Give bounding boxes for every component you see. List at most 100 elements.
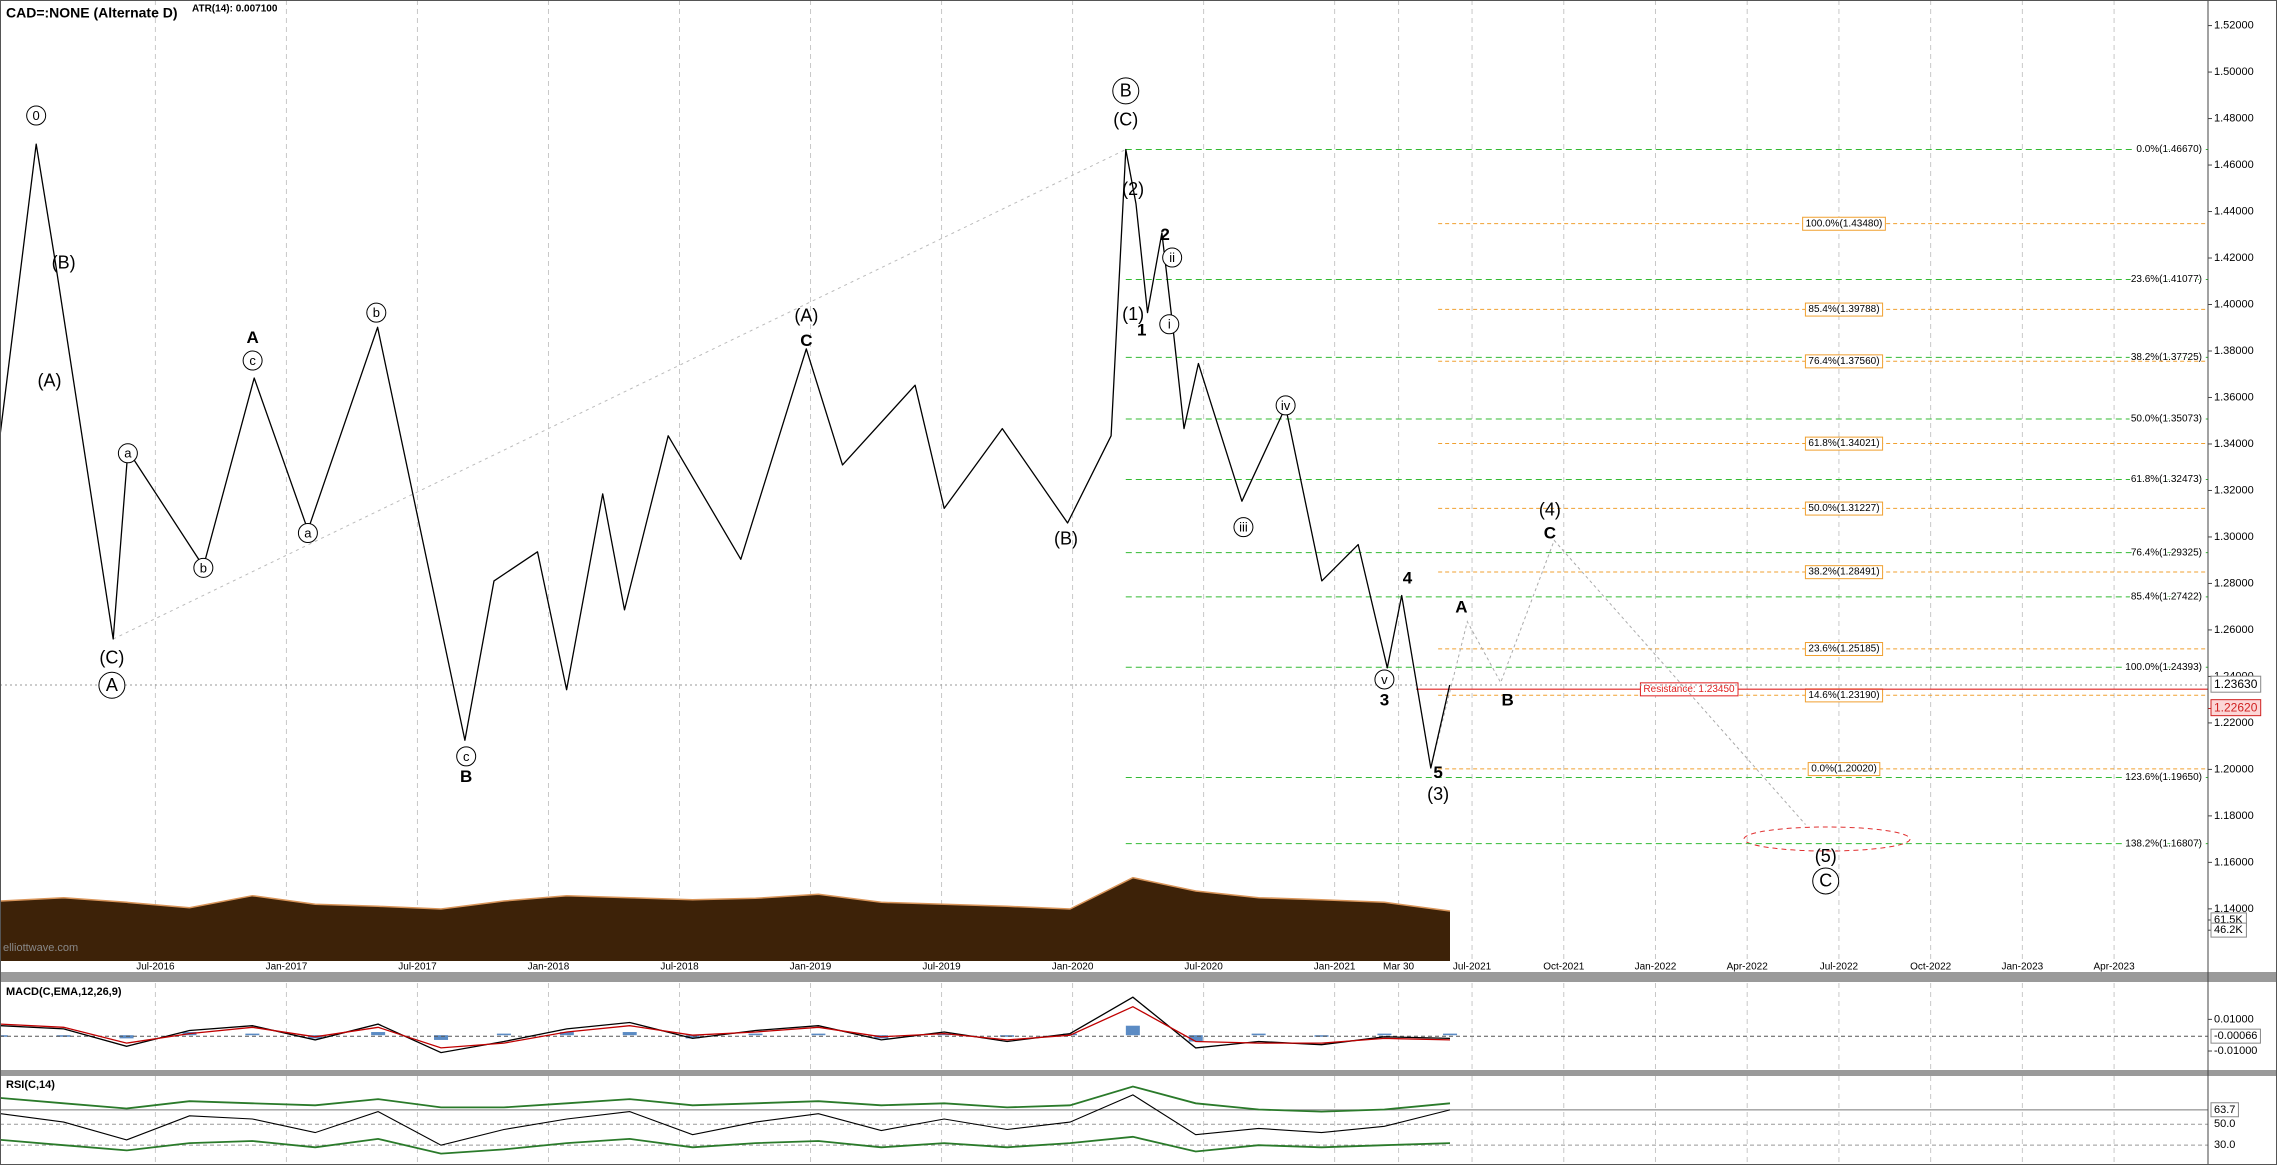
rsi-last-label: 63.7 (2214, 1104, 2235, 1116)
y-tick-label: 1.20000 (2214, 763, 2254, 775)
volume-tick-label: 46.2K (2214, 924, 2243, 936)
y-tick-label: 1.50000 (2214, 66, 2254, 78)
wave-circle (242, 350, 263, 371)
trendline (112, 149, 1127, 640)
target-zone (1743, 826, 1911, 852)
wave-label: b (200, 560, 207, 575)
fib-label: 100.0%(1.24393) (2125, 662, 2202, 673)
wave-circle (1162, 247, 1183, 268)
histogram-bar (1000, 1035, 1015, 1037)
wave-label: b (373, 305, 380, 320)
wave-circle (117, 443, 138, 464)
macd-last-label: -0.00066 (2214, 1030, 2257, 1042)
histogram-bar (245, 1033, 260, 1036)
rsi-last-label-box (2210, 1102, 2239, 1118)
chart-title: CAD=:NONE (Alternate D) (6, 5, 178, 21)
x-tick-label: Jan-2023 (2002, 962, 2044, 973)
x-tick-label: Jul-2020 (1184, 962, 1223, 973)
y-tick-label: 1.32000 (2214, 484, 2254, 496)
wave-circle (1159, 314, 1180, 335)
price-line (0, 143, 1451, 769)
wave-label: (B) (1054, 529, 1078, 549)
wave-label: 3 (1380, 690, 1389, 709)
y-tick-label: 1.44000 (2214, 205, 2254, 217)
y-tick-label: 1.52000 (2214, 19, 2254, 31)
price-marker-label-box (2210, 699, 2262, 717)
wave-label: 1 (1137, 321, 1146, 340)
y-tick-label: 0.01000 (2214, 1013, 2254, 1025)
x-tick-label: Apr-2022 (1727, 962, 1769, 973)
x-tick-label: Oct-2021 (1543, 962, 1585, 973)
y-tick-label: 1.16000 (2214, 856, 2254, 868)
fib-label: 85.4%(1.27422) (2131, 592, 2202, 603)
fib-label-box (1804, 436, 1884, 451)
histogram-bar (1314, 1035, 1329, 1037)
wave-label: (2) (1122, 179, 1144, 199)
wave-circle (193, 557, 214, 578)
histogram-bar (559, 1032, 574, 1036)
wave-circle (366, 302, 387, 323)
x-tick-label: Jan-2021 (1314, 962, 1356, 973)
histogram-bar (811, 1033, 826, 1036)
wave-label: c (249, 353, 256, 368)
x-tick-label: Jul-2019 (922, 962, 961, 973)
wave-circle (297, 522, 318, 543)
wave-label: C (1819, 871, 1832, 891)
histogram-bar (119, 1035, 134, 1039)
y-tick-label: 50.0 (2214, 1118, 2235, 1130)
watermark: elliottwave.com (3, 942, 78, 954)
panel-separator (0, 972, 2277, 982)
histogram-bar (622, 1032, 637, 1036)
wave-label: (3) (1427, 784, 1449, 804)
fib-label: 23.6%(1.41077) (2131, 274, 2202, 285)
rsi-line (0, 1094, 1451, 1146)
wave-label: 5 (1433, 763, 1442, 782)
histogram-bar (937, 1033, 952, 1036)
y-tick-label: 1.40000 (2214, 298, 2254, 310)
fib-label-box (1804, 501, 1884, 516)
wave-circle (98, 671, 126, 699)
x-tick-label: Jul-2022 (1820, 962, 1859, 973)
y-tick-label: 1.28000 (2214, 577, 2254, 589)
wave-label: (A) (794, 305, 818, 325)
histogram-bar (1377, 1033, 1392, 1036)
fib-label: 50.0%(1.31227) (1808, 503, 1879, 514)
fib-label-box (1802, 216, 1886, 231)
last-price-label: 1.23630 (2214, 677, 2258, 691)
wave-label: C (1544, 523, 1556, 542)
macd-line (0, 996, 1451, 1054)
panel-title: MACD(C,EMA,12,26,9) (6, 986, 122, 998)
histogram-bar (1188, 1035, 1203, 1042)
fib-label-box (1804, 642, 1884, 657)
histogram-bar (1062, 1033, 1077, 1036)
x-tick-label: Jan-2022 (1635, 962, 1677, 973)
wave-label: B (1501, 690, 1513, 709)
x-tick-label: Jan-2019 (790, 962, 832, 973)
wave-label: i (1168, 317, 1171, 332)
resistance-label-box (1639, 682, 1739, 697)
fib-label-box (1807, 762, 1881, 777)
fib-label-box (1804, 302, 1884, 317)
fib-label: 61.8%(1.34021) (1808, 438, 1879, 449)
y-tick-label: 1.26000 (2214, 624, 2254, 636)
fib-label: 100.0%(1.43480) (1806, 218, 1883, 229)
price-marker-label: 1.22620 (2214, 701, 2258, 715)
y-tick-label: 1.30000 (2214, 531, 2254, 543)
fib-label: 85.4%(1.39788) (1808, 304, 1879, 315)
fib-label: 23.6%(1.25185) (1808, 644, 1879, 655)
wave-label: (5) (1815, 846, 1837, 866)
wave-label: (1) (1122, 304, 1144, 324)
histogram-bar (1125, 1025, 1140, 1036)
wave-circle (26, 105, 47, 126)
panel-separator (0, 1070, 2277, 1076)
wave-label: c (463, 749, 470, 764)
fib-label: 0.0%(1.46670) (2136, 144, 2202, 155)
wave-label: ii (1169, 250, 1175, 265)
wave-label: A (246, 328, 258, 347)
histogram-bar (748, 1033, 763, 1036)
wave-circle (1112, 77, 1140, 105)
fib-label-box (1804, 565, 1884, 580)
fib-label: 14.6%(1.23190) (1808, 690, 1879, 701)
y-tick-label: -0.01000 (2214, 1045, 2257, 1057)
histogram-bar (496, 1033, 511, 1036)
